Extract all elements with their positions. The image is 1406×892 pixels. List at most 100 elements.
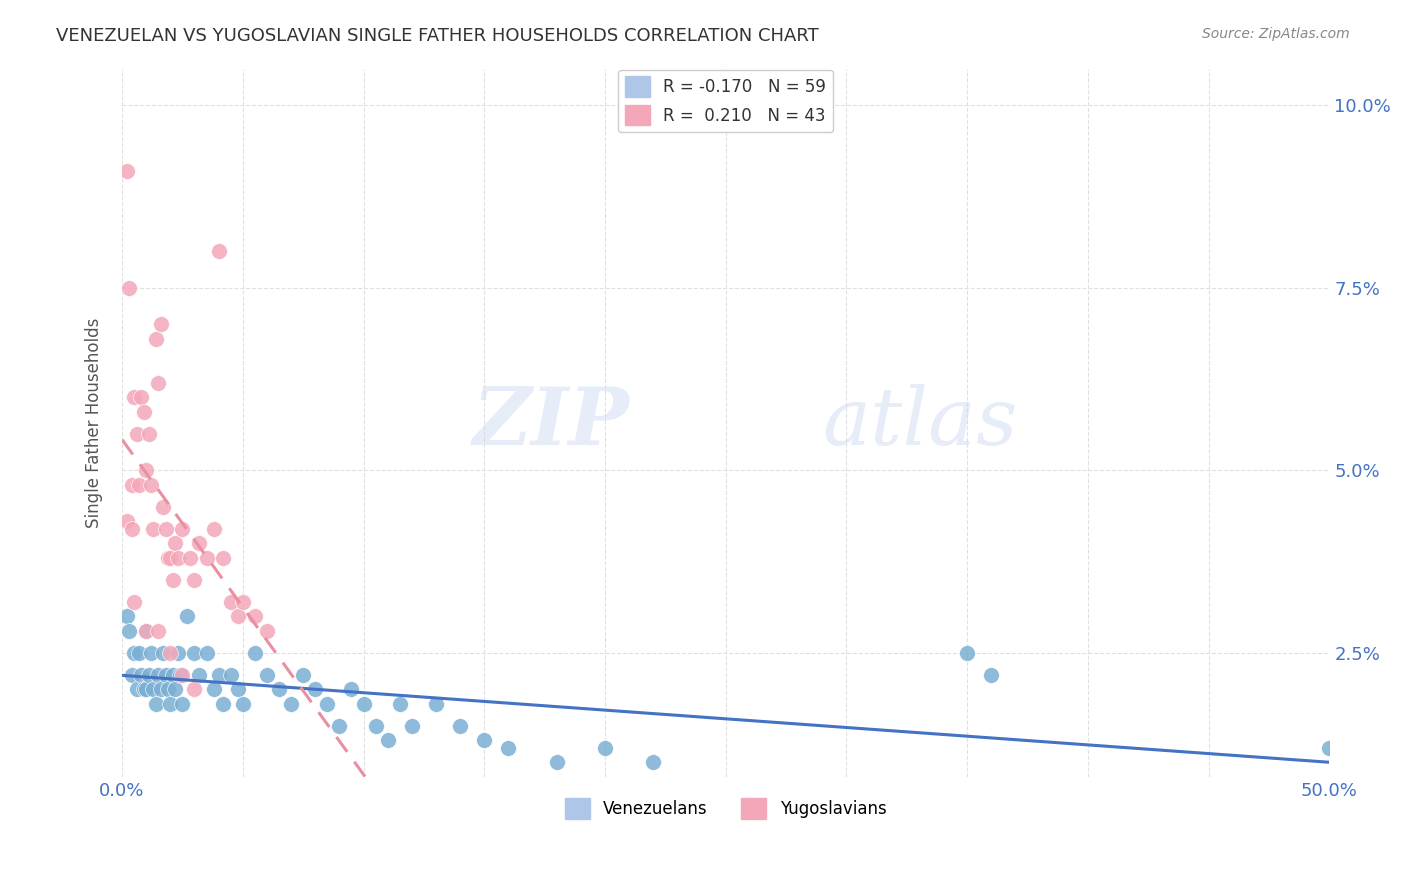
- Point: [425, 697, 447, 711]
- Point: [122, 390, 145, 404]
- Point: [162, 667, 184, 681]
- Point: [195, 646, 218, 660]
- Point: [155, 667, 177, 681]
- Point: [121, 477, 143, 491]
- Point: [145, 332, 167, 346]
- Point: [292, 667, 315, 681]
- Point: [135, 624, 157, 638]
- Point: [280, 697, 302, 711]
- Point: [176, 609, 198, 624]
- Point: [155, 522, 177, 536]
- Point: [172, 522, 194, 536]
- Point: [165, 536, 187, 550]
- Point: [183, 646, 205, 660]
- Legend: Venezuelans, Yugoslavians: Venezuelans, Yugoslavians: [558, 791, 893, 825]
- Point: [118, 280, 141, 294]
- Point: [388, 697, 411, 711]
- Point: [401, 719, 423, 733]
- Text: ZIP: ZIP: [472, 384, 628, 461]
- Point: [202, 522, 225, 536]
- Point: [166, 646, 188, 660]
- Point: [498, 740, 520, 755]
- Point: [243, 609, 266, 624]
- Point: [115, 514, 138, 528]
- Point: [316, 697, 339, 711]
- Point: [256, 667, 278, 681]
- Point: [128, 646, 150, 660]
- Y-axis label: Single Father Households: Single Father Households: [86, 318, 103, 528]
- Point: [195, 550, 218, 565]
- Point: [122, 594, 145, 608]
- Point: [226, 609, 249, 624]
- Point: [159, 697, 181, 711]
- Point: [115, 609, 138, 624]
- Point: [128, 477, 150, 491]
- Point: [188, 667, 211, 681]
- Point: [152, 500, 174, 514]
- Point: [115, 163, 138, 178]
- Point: [172, 667, 194, 681]
- Point: [183, 682, 205, 697]
- Point: [156, 682, 179, 697]
- Point: [125, 682, 148, 697]
- Point: [1319, 740, 1341, 755]
- Point: [956, 646, 979, 660]
- Point: [165, 682, 187, 697]
- Point: [156, 550, 179, 565]
- Point: [138, 426, 160, 441]
- Point: [546, 756, 568, 770]
- Point: [131, 390, 153, 404]
- Point: [188, 536, 211, 550]
- Point: [643, 756, 665, 770]
- Point: [152, 646, 174, 660]
- Point: [232, 697, 254, 711]
- Point: [183, 573, 205, 587]
- Point: [148, 667, 170, 681]
- Point: [267, 682, 290, 697]
- Point: [132, 405, 155, 419]
- Point: [162, 573, 184, 587]
- Point: [125, 426, 148, 441]
- Point: [132, 682, 155, 697]
- Point: [377, 733, 399, 747]
- Point: [159, 550, 181, 565]
- Point: [138, 667, 160, 681]
- Point: [122, 646, 145, 660]
- Point: [212, 550, 235, 565]
- Point: [131, 667, 153, 681]
- Point: [118, 624, 141, 638]
- Text: atlas: atlas: [823, 384, 1018, 461]
- Point: [208, 244, 231, 258]
- Point: [304, 682, 326, 697]
- Point: [148, 624, 170, 638]
- Point: [139, 646, 162, 660]
- Point: [449, 719, 471, 733]
- Point: [328, 719, 350, 733]
- Point: [148, 376, 170, 390]
- Point: [340, 682, 363, 697]
- Point: [179, 550, 201, 565]
- Point: [169, 667, 191, 681]
- Point: [142, 522, 165, 536]
- Point: [166, 550, 188, 565]
- Point: [145, 697, 167, 711]
- Point: [159, 646, 181, 660]
- Point: [139, 477, 162, 491]
- Point: [353, 697, 375, 711]
- Point: [202, 682, 225, 697]
- Point: [142, 682, 165, 697]
- Point: [149, 317, 172, 331]
- Point: [121, 667, 143, 681]
- Text: VENEZUELAN VS YUGOSLAVIAN SINGLE FATHER HOUSEHOLDS CORRELATION CHART: VENEZUELAN VS YUGOSLAVIAN SINGLE FATHER …: [56, 27, 818, 45]
- Point: [172, 697, 194, 711]
- Point: [121, 522, 143, 536]
- Point: [593, 740, 616, 755]
- Point: [135, 463, 157, 477]
- Point: [135, 682, 157, 697]
- Point: [243, 646, 266, 660]
- Point: [364, 719, 387, 733]
- Point: [980, 667, 1002, 681]
- Text: Source: ZipAtlas.com: Source: ZipAtlas.com: [1202, 27, 1350, 41]
- Point: [212, 697, 235, 711]
- Point: [208, 667, 231, 681]
